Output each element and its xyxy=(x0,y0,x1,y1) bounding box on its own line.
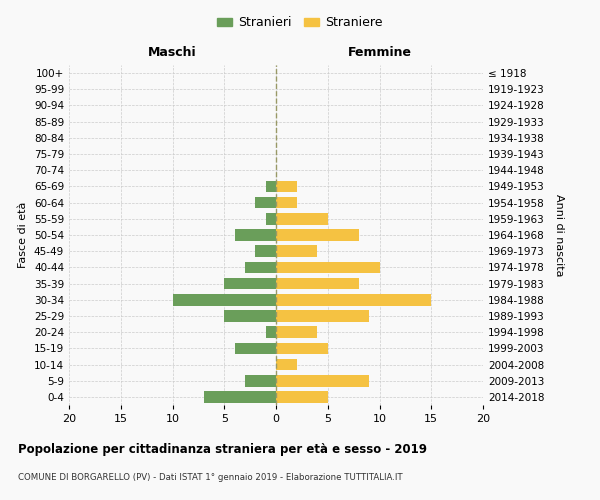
Legend: Stranieri, Straniere: Stranieri, Straniere xyxy=(212,11,388,34)
Bar xyxy=(224,278,276,289)
Bar xyxy=(276,310,369,322)
Text: Popolazione per cittadinanza straniera per età e sesso - 2019: Popolazione per cittadinanza straniera p… xyxy=(18,442,427,456)
Bar xyxy=(266,326,276,338)
Bar xyxy=(276,358,296,370)
Bar xyxy=(266,180,276,192)
Bar xyxy=(276,391,328,402)
Text: Femmine: Femmine xyxy=(347,46,412,59)
Bar xyxy=(256,246,276,257)
Y-axis label: Anni di nascita: Anni di nascita xyxy=(554,194,564,276)
Bar xyxy=(256,197,276,208)
Bar xyxy=(173,294,276,306)
Bar xyxy=(276,375,369,386)
Bar xyxy=(276,342,328,354)
Bar xyxy=(276,262,380,273)
Bar xyxy=(276,197,296,208)
Text: COMUNE DI BORGARELLO (PV) - Dati ISTAT 1° gennaio 2019 - Elaborazione TUTTITALIA: COMUNE DI BORGARELLO (PV) - Dati ISTAT 1… xyxy=(18,472,403,482)
Bar xyxy=(245,375,276,386)
Bar xyxy=(276,246,317,257)
Bar xyxy=(203,391,276,402)
Bar xyxy=(245,262,276,273)
Bar xyxy=(266,213,276,224)
Bar xyxy=(276,213,328,224)
Bar xyxy=(276,229,359,241)
Bar xyxy=(276,294,431,306)
Bar xyxy=(224,310,276,322)
Bar xyxy=(235,342,276,354)
Bar xyxy=(276,278,359,289)
Bar xyxy=(235,229,276,241)
Bar xyxy=(276,180,296,192)
Text: Maschi: Maschi xyxy=(148,46,197,59)
Y-axis label: Fasce di età: Fasce di età xyxy=(19,202,28,268)
Bar xyxy=(276,326,317,338)
